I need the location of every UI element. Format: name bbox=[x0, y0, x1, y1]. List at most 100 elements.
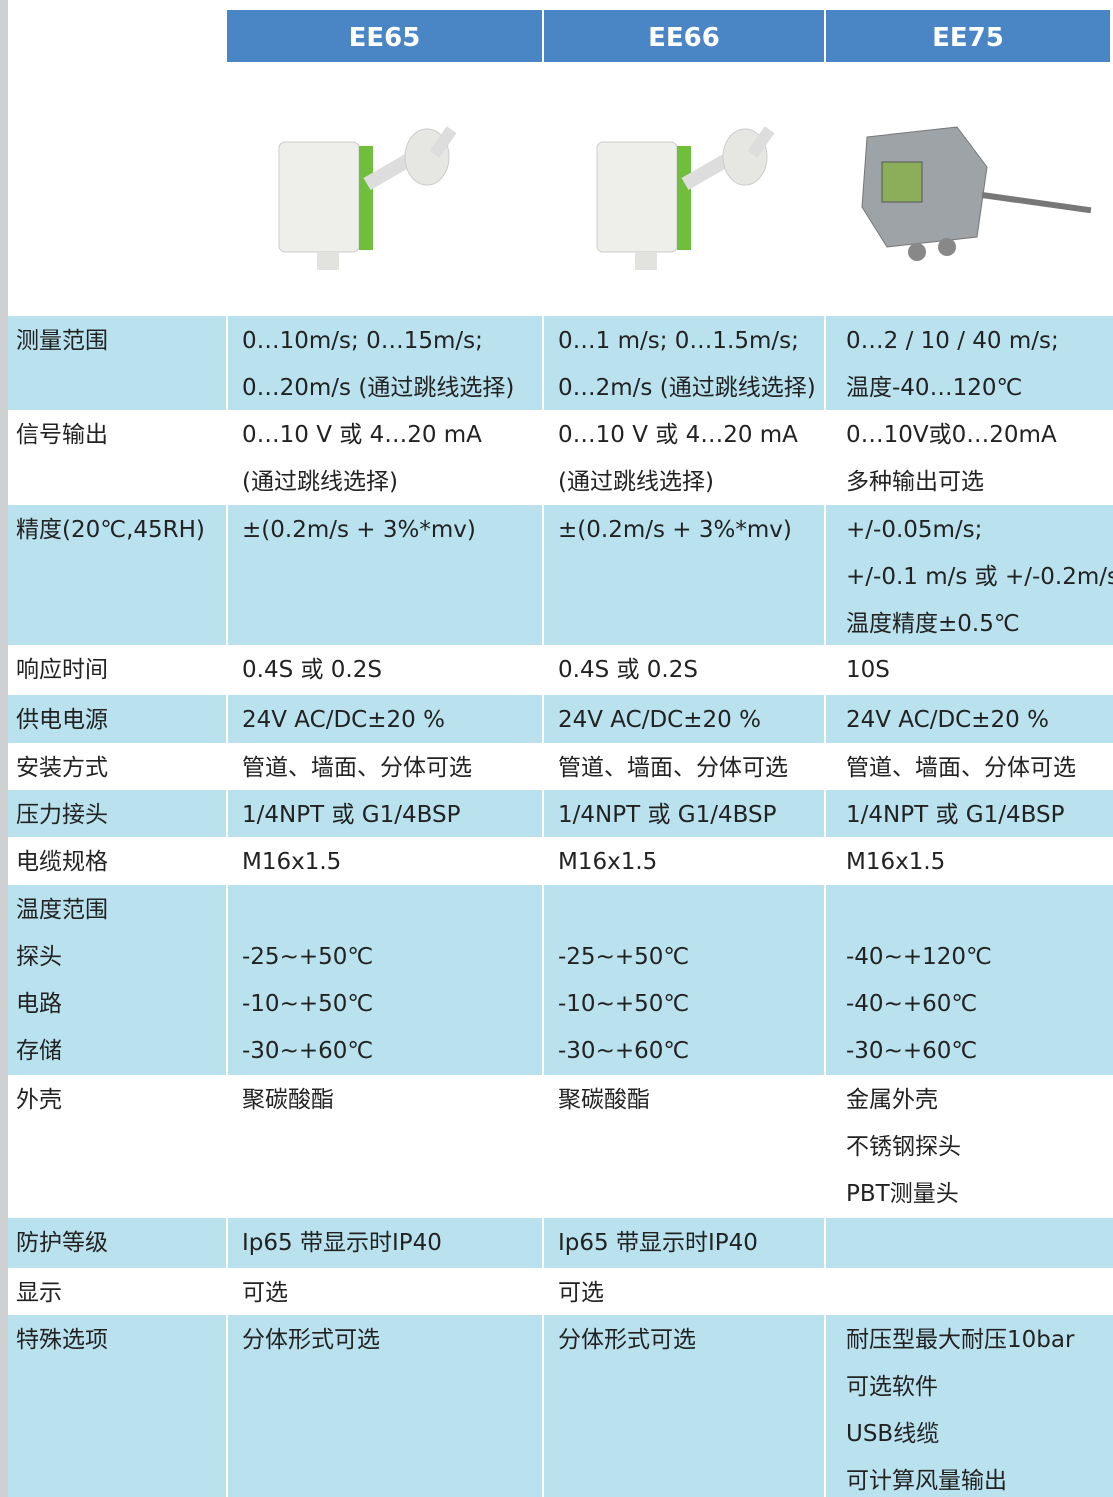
cell-line: 1/4NPT 或 G1/4BSP bbox=[242, 792, 542, 839]
cell-line: 不锈钢探头 bbox=[846, 1124, 1113, 1171]
cell-line: +/-0.1 m/s 或 +/-0.2m/s bbox=[846, 554, 1113, 601]
cell: 0…2 / 10 / 40 m/s;温度-40…120℃ bbox=[846, 316, 1113, 410]
cell-line: M16x1.5 bbox=[846, 839, 1113, 886]
cell-line: Ip65 带显示时IP40 bbox=[558, 1220, 828, 1267]
column-separator bbox=[824, 1268, 826, 1315]
cell-line: -25~+50℃ bbox=[242, 934, 542, 981]
cell: 10S bbox=[846, 645, 1113, 695]
row-label: 信号输出 bbox=[16, 410, 226, 505]
cell: 聚碳酸酯 bbox=[242, 1075, 542, 1218]
ee75-image bbox=[862, 127, 1091, 261]
cell: 0…10 V 或 4…20 mA(通过跳线选择) bbox=[242, 410, 542, 505]
row-label: 测量范围 bbox=[16, 316, 226, 410]
cell-line: 24V AC/DC±20 % bbox=[558, 697, 828, 744]
cell-line: -40~+60℃ bbox=[846, 981, 1113, 1028]
cell-line: -10~+50℃ bbox=[558, 981, 828, 1028]
cell-line: 0…10 V 或 4…20 mA bbox=[558, 412, 828, 459]
cell-line: 0…2 / 10 / 40 m/s; bbox=[846, 318, 1113, 365]
table-row: 防护等级 Ip65 带显示时IP40 Ip65 带显示时IP40 bbox=[8, 1218, 1113, 1268]
cell-line: 0…2m/s (通过跳线选择) bbox=[558, 365, 828, 412]
cell: 可选 bbox=[242, 1268, 542, 1315]
cell: 管道、墙面、分体可选 bbox=[558, 743, 828, 790]
cell-line: 电路 bbox=[16, 981, 226, 1028]
column-separator bbox=[226, 505, 228, 645]
cell-line: 探头 bbox=[16, 934, 226, 981]
cell-line: 分体形式可选 bbox=[242, 1317, 542, 1364]
cell-line: 耐压型最大耐压10bar bbox=[846, 1317, 1113, 1364]
column-separator bbox=[542, 505, 544, 645]
column-separator bbox=[542, 410, 544, 505]
cell-line: -10~+50℃ bbox=[242, 981, 542, 1028]
row-label: 防护等级 bbox=[16, 1218, 226, 1268]
table-row: 安装方式管道、墙面、分体可选管道、墙面、分体可选管道、墙面、分体可选 bbox=[8, 743, 1113, 790]
column-separator bbox=[226, 645, 228, 695]
row-label: 外壳 bbox=[16, 1075, 226, 1218]
cell-line: 0.4S 或 0.2S bbox=[242, 647, 542, 694]
cell-line: 压力接头 bbox=[16, 792, 226, 839]
row-label: 精度(20℃,45RH) bbox=[16, 505, 226, 645]
cell-line: 可选 bbox=[558, 1270, 828, 1317]
column-separator bbox=[824, 885, 826, 1075]
cell-line: (通过跳线选择) bbox=[558, 459, 828, 506]
side-strip bbox=[0, 0, 8, 1497]
column-separator bbox=[542, 885, 544, 1075]
cell: M16x1.5 bbox=[846, 837, 1113, 885]
column-separator bbox=[226, 1218, 228, 1268]
cell: -25~+50℃-10~+50℃-30~+60℃ bbox=[558, 885, 828, 1075]
cell-line: ±(0.2m/s + 3%*mv) bbox=[242, 507, 542, 554]
cell-line: 24V AC/DC±20 % bbox=[846, 697, 1113, 744]
page: EE65 EE66 EE75 测量范围0…10m/s; 0…15m/s;0…20… bbox=[0, 0, 1113, 1497]
cell-line: 精度(20℃,45RH) bbox=[16, 507, 226, 554]
cell-line: 供电电源 bbox=[16, 697, 226, 744]
row-label: 温度范围探头电路存储 bbox=[16, 885, 226, 1075]
column-separator bbox=[226, 837, 228, 885]
row-label: 电缆规格 bbox=[16, 837, 226, 885]
cell-line: 外壳 bbox=[16, 1077, 226, 1124]
column-separator bbox=[542, 316, 544, 410]
cell bbox=[846, 1268, 1113, 1315]
cell-line: 可选 bbox=[242, 1270, 542, 1317]
cell-line: 聚碳酸酯 bbox=[558, 1077, 828, 1124]
cell-line: PBT测量头 bbox=[846, 1171, 1113, 1218]
column-separator bbox=[226, 1268, 228, 1315]
column-separator bbox=[226, 316, 228, 410]
column-separator bbox=[542, 790, 544, 837]
cell: ±(0.2m/s + 3%*mv) bbox=[558, 505, 828, 645]
column-header: EE66 bbox=[544, 10, 824, 62]
cell: M16x1.5 bbox=[558, 837, 828, 885]
cell-line: 显示 bbox=[16, 1270, 226, 1317]
cell bbox=[846, 1218, 1113, 1268]
row-label: 供电电源 bbox=[16, 695, 226, 743]
cell: 分体形式可选 bbox=[242, 1315, 542, 1497]
column-header: EE65 bbox=[227, 10, 542, 62]
cell-line: 管道、墙面、分体可选 bbox=[846, 745, 1113, 792]
cell: -25~+50℃-10~+50℃-30~+60℃ bbox=[242, 885, 542, 1075]
cell-line: 1/4NPT 或 G1/4BSP bbox=[846, 792, 1113, 839]
cell-line: 聚碳酸酯 bbox=[242, 1077, 542, 1124]
cell-line: 管道、墙面、分体可选 bbox=[242, 745, 542, 792]
cell-line: 管道、墙面、分体可选 bbox=[558, 745, 828, 792]
cell-line: 多种输出可选 bbox=[846, 459, 1113, 506]
cell: 1/4NPT 或 G1/4BSP bbox=[846, 790, 1113, 837]
column-separator bbox=[226, 410, 228, 505]
cell-line: -30~+60℃ bbox=[242, 1028, 542, 1075]
cell-line: 10S bbox=[846, 647, 1113, 694]
cell-line: 安装方式 bbox=[16, 745, 226, 792]
column-separator bbox=[542, 1268, 544, 1315]
cell-line: Ip65 带显示时IP40 bbox=[242, 1220, 542, 1267]
column-separator bbox=[824, 743, 826, 790]
column-separator bbox=[226, 885, 228, 1075]
cell: 分体形式可选 bbox=[558, 1315, 828, 1497]
column-separator bbox=[226, 790, 228, 837]
column-separator bbox=[824, 1075, 826, 1218]
column-separator bbox=[824, 1218, 826, 1268]
cell: 0.4S 或 0.2S bbox=[558, 645, 828, 695]
cell-line: 可计算风量输出 bbox=[846, 1458, 1113, 1497]
